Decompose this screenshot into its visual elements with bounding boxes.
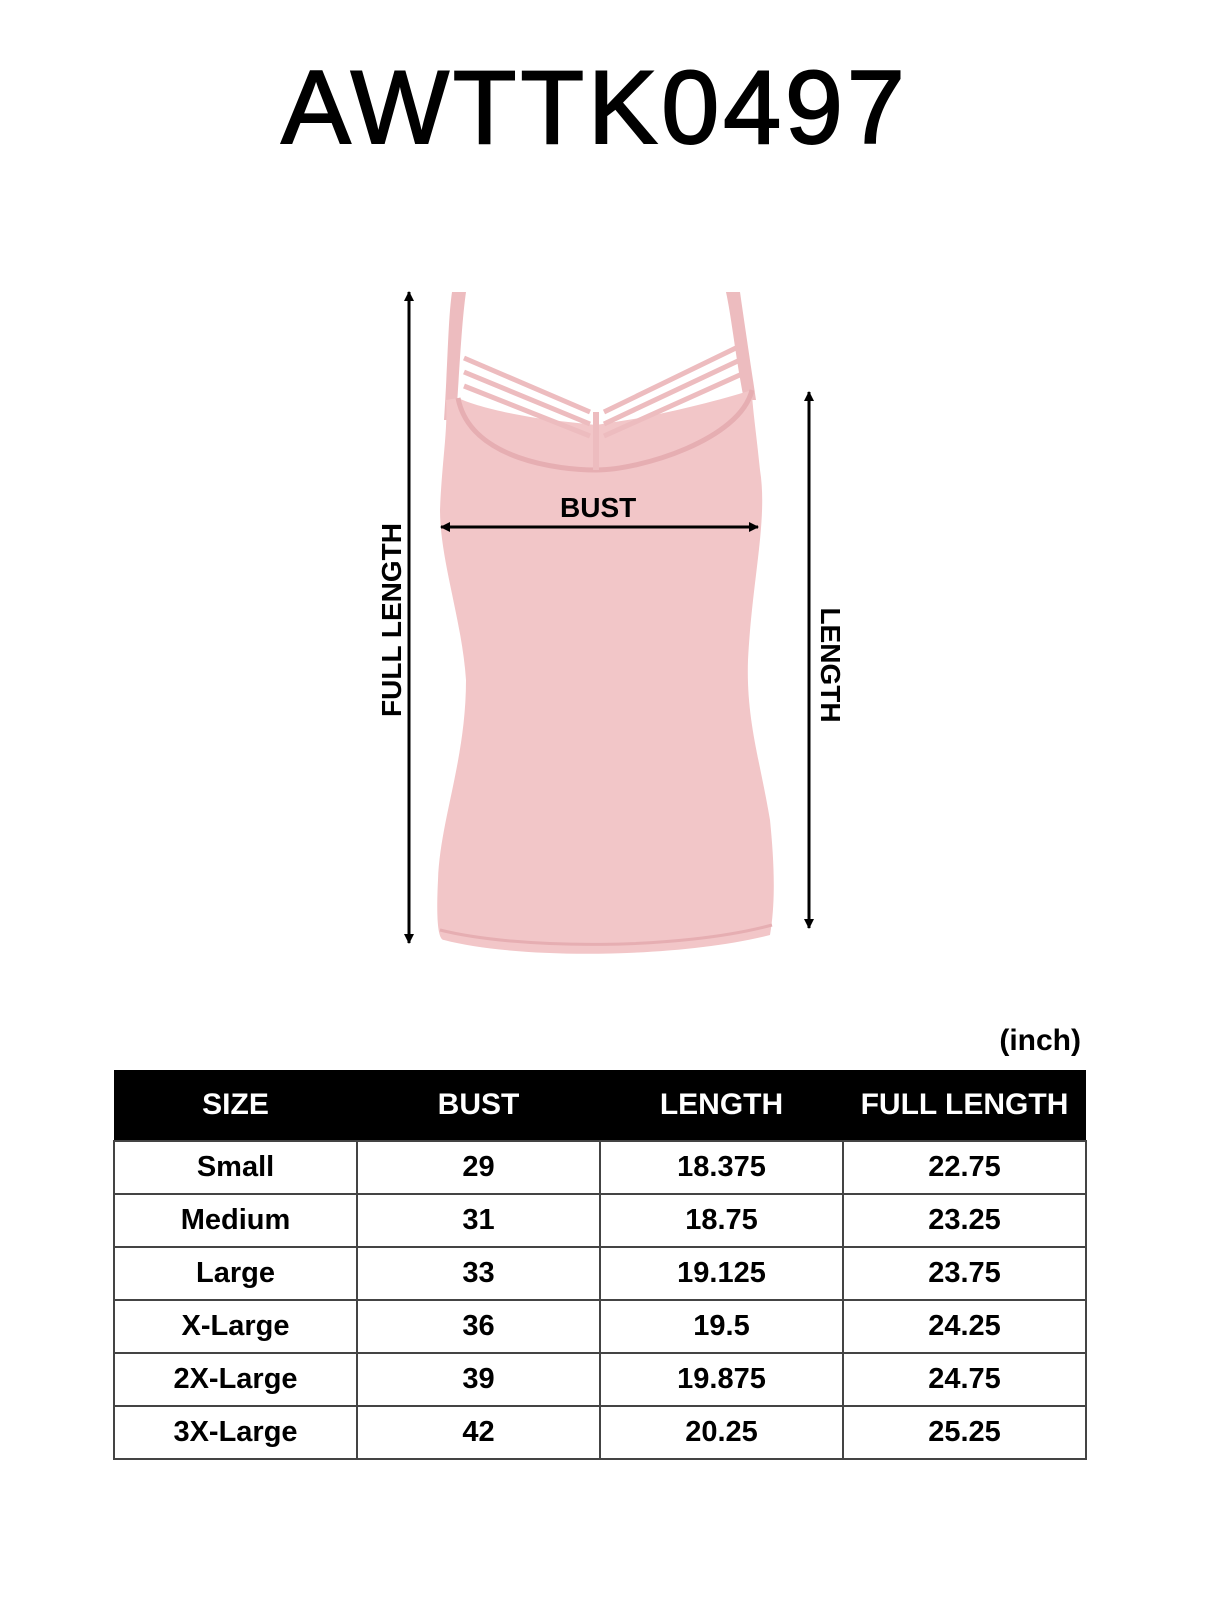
cell-size: X-Large bbox=[113, 1299, 358, 1354]
product-code-title: AWTTK0497 bbox=[280, 49, 909, 167]
cell-full-length: 22.75 bbox=[842, 1140, 1087, 1195]
header-length: LENGTH bbox=[600, 1070, 843, 1141]
cell-bust: 29 bbox=[356, 1140, 601, 1195]
strappy-detail bbox=[463, 343, 744, 439]
cell-bust: 42 bbox=[356, 1405, 601, 1460]
full-length-label: FULL LENGTH bbox=[376, 523, 407, 717]
left-strap bbox=[444, 292, 466, 420]
cell-bust: 39 bbox=[356, 1352, 601, 1407]
cell-size: Medium bbox=[113, 1193, 358, 1248]
cell-length: 18.375 bbox=[599, 1140, 844, 1195]
cell-full-length: 23.25 bbox=[842, 1193, 1087, 1248]
cell-length: 19.5 bbox=[599, 1299, 844, 1354]
cell-full-length: 24.75 bbox=[842, 1352, 1087, 1407]
cell-length: 18.75 bbox=[599, 1193, 844, 1248]
header-size: SIZE bbox=[114, 1070, 357, 1141]
cell-size: Small bbox=[113, 1140, 358, 1195]
table-row: Large 33 19.125 23.75 bbox=[113, 1246, 1087, 1301]
cell-size: 3X-Large bbox=[113, 1405, 358, 1460]
table-row: X-Large 36 19.5 24.25 bbox=[113, 1299, 1087, 1354]
cell-bust: 31 bbox=[356, 1193, 601, 1248]
tank-top-image bbox=[437, 292, 774, 954]
table-row: Small 29 18.375 22.75 bbox=[113, 1140, 1087, 1195]
cell-length: 19.875 bbox=[599, 1352, 844, 1407]
table-row: 2X-Large 39 19.875 24.75 bbox=[113, 1352, 1087, 1407]
cell-size: Large bbox=[113, 1246, 358, 1301]
bust-label: BUST bbox=[560, 492, 637, 523]
hem bbox=[439, 923, 773, 946]
table-row: 3X-Large 42 20.25 25.25 bbox=[113, 1405, 1087, 1460]
right-strap bbox=[726, 292, 756, 400]
cell-full-length: 25.25 bbox=[842, 1405, 1087, 1460]
length-label: LENGTH bbox=[815, 607, 846, 723]
header-bust: BUST bbox=[357, 1070, 600, 1141]
cell-size: 2X-Large bbox=[113, 1352, 358, 1407]
cell-length: 19.125 bbox=[599, 1246, 844, 1301]
cell-full-length: 24.25 bbox=[842, 1299, 1087, 1354]
cell-full-length: 23.75 bbox=[842, 1246, 1087, 1301]
table-row: Medium 31 18.75 23.25 bbox=[113, 1193, 1087, 1248]
cell-bust: 36 bbox=[356, 1299, 601, 1354]
table-header-row: SIZE BUST LENGTH FULL LENGTH bbox=[114, 1070, 1086, 1141]
unit-label: (inch) bbox=[999, 1024, 1081, 1057]
header-full-length: FULL LENGTH bbox=[843, 1070, 1086, 1141]
size-table: SIZE BUST LENGTH FULL LENGTH Small 29 18.3… bbox=[113, 1070, 1087, 1460]
tank-body bbox=[437, 390, 774, 954]
cell-length: 20.25 bbox=[599, 1405, 844, 1460]
garment-diagram bbox=[404, 291, 814, 954]
cell-bust: 33 bbox=[356, 1246, 601, 1301]
